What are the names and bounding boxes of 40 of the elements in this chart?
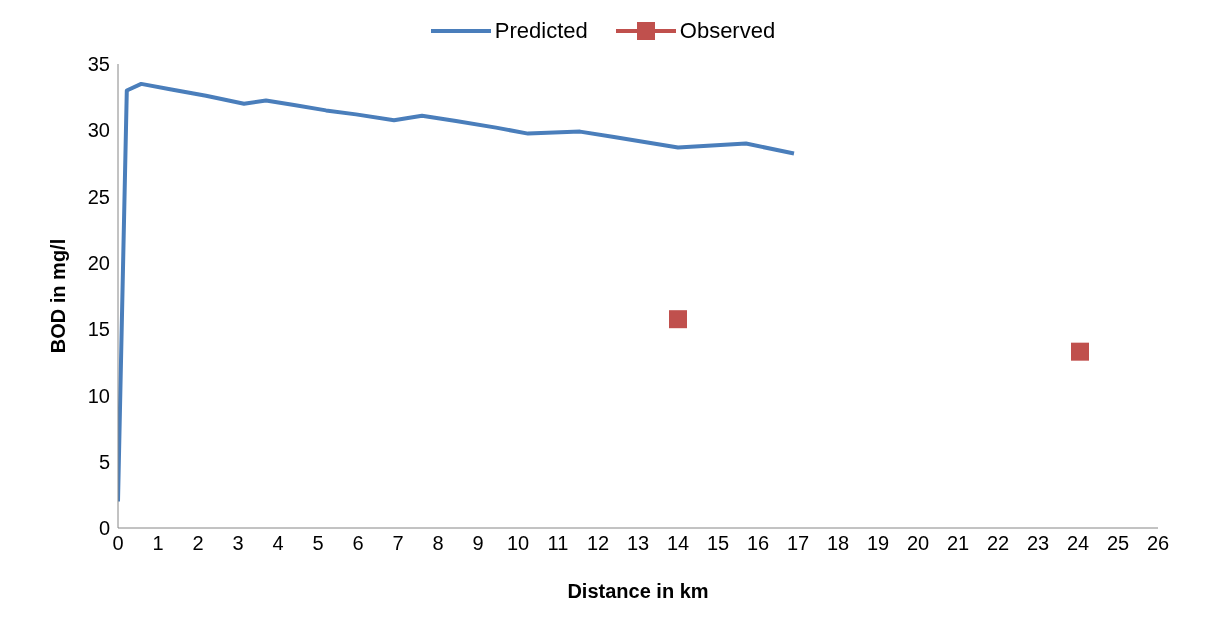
- x-tick-label: 21: [946, 532, 970, 555]
- x-tick-label: 6: [352, 532, 364, 555]
- x-tick-label: 9: [472, 532, 484, 555]
- x-axis-title: Distance in km: [567, 580, 709, 602]
- x-tick-label: 19: [866, 532, 890, 555]
- y-tick-label: 0: [98, 517, 110, 540]
- x-tick-label: 10: [506, 532, 530, 555]
- x-tick-label: 8: [432, 532, 444, 555]
- y-tick-label: 30: [87, 119, 110, 142]
- x-tick-label: 20: [906, 532, 930, 555]
- x-tick-label: 3: [232, 532, 244, 555]
- y-tick-label: 10: [87, 384, 110, 407]
- x-tick-label: 2: [192, 532, 204, 555]
- y-tick-label: 20: [87, 251, 110, 274]
- x-tick-label: 5: [312, 532, 324, 555]
- y-tick-label: 15: [87, 318, 110, 341]
- x-tick-label: 0: [112, 532, 124, 555]
- x-tick-label: 25: [1106, 532, 1130, 555]
- x-tick-label: 23: [1026, 532, 1050, 555]
- x-tick-label: 12: [586, 532, 610, 555]
- y-axis-title: BOD in mg/l: [47, 238, 70, 354]
- x-tick-label: 16: [746, 532, 770, 555]
- y-tick-label: 35: [87, 53, 110, 76]
- y-tick-label: 5: [98, 450, 110, 473]
- legend-label: Observed: [679, 18, 776, 44]
- y-tick-label: 25: [87, 185, 110, 208]
- x-tick-label: 15: [706, 532, 730, 555]
- legend-label: Predicted: [494, 18, 588, 44]
- x-tick-label: 11: [547, 532, 569, 555]
- x-tick-label: 7: [392, 532, 404, 555]
- x-tick-label: 18: [826, 532, 850, 555]
- x-tick-label: 14: [666, 532, 690, 555]
- x-tick-label: 13: [626, 532, 650, 555]
- x-tick-label: 1: [152, 532, 164, 555]
- x-tick-label: 24: [1066, 532, 1090, 555]
- x-tick-label: 22: [986, 532, 1010, 555]
- x-tick-label: 17: [786, 532, 810, 555]
- x-tick-label: 26: [1146, 532, 1170, 555]
- line-series: [118, 81, 796, 504]
- x-tick-label: 4: [272, 532, 284, 555]
